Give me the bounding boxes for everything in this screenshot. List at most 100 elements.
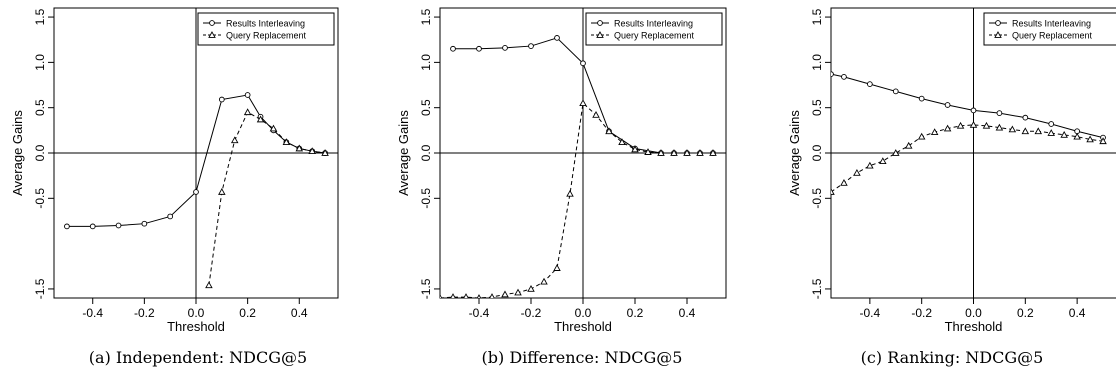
- chart2-series-2-point: [683, 149, 691, 156]
- chart3-xtick-label: -0.2: [911, 306, 932, 320]
- chart2-series-2-point: [476, 294, 482, 298]
- chart2-series-2-point: [631, 145, 639, 153]
- chart3-xtick-label: 0.2: [1017, 306, 1034, 320]
- chart1-series-2-point: [321, 149, 329, 156]
- chart1-series-2-point: [269, 124, 278, 132]
- chart3-series-2-point: [853, 169, 861, 176]
- chart3-ylabel: Average Gains: [787, 110, 802, 196]
- chart2-ytick-label: 0.5: [419, 99, 433, 116]
- chart3-series-1-point: [1048, 121, 1055, 127]
- chart1-legend-marker-1: [209, 20, 215, 26]
- chart1-ytick-label: -1.5: [33, 278, 47, 299]
- chart3-ytick-label: 1.5: [810, 8, 824, 25]
- chart3-legend-marker-2: [994, 31, 1002, 38]
- chart2-xtick-label: 0.4: [679, 306, 696, 320]
- chart1-ytick-label: 1.5: [33, 8, 47, 25]
- chart1-series-2-point: [295, 144, 304, 152]
- chart3-series-2-point: [982, 121, 991, 129]
- chart2-series-2-point: [709, 149, 717, 156]
- chart3-series-2-point: [1099, 137, 1107, 145]
- chart2-xtick-label: -0.2: [521, 306, 542, 320]
- chart3-xtick-label: 0.4: [1069, 306, 1086, 320]
- chart2-legend-box: [585, 12, 723, 46]
- chart3-series-1-point: [892, 88, 899, 95]
- chart2-series-1-point: [502, 45, 508, 51]
- chart2-series-2-point: [553, 264, 561, 271]
- chart3-ytick-label: 0.0: [810, 144, 824, 161]
- chart1-series-2-point: [282, 138, 291, 145]
- chart3-legend-label-1: Results Interleaving: [1012, 19, 1091, 29]
- chart2-series-2-point: [540, 277, 548, 285]
- chart1-xtick-label: -0.4: [82, 306, 103, 320]
- chart2-series-2-point: [489, 293, 495, 298]
- chart2-legend-label-2: Query Replacement: [614, 31, 695, 41]
- chart3-series-2-point: [943, 124, 952, 132]
- chart3-series-2-point: [879, 157, 887, 165]
- chart1-ytick-label: 0.5: [33, 99, 47, 116]
- chart3-xlabel: Threshold: [945, 319, 1003, 334]
- chart2-series-1-point: [554, 35, 560, 41]
- chart3-series-2-point: [840, 178, 848, 186]
- caption-b: (b) Difference: NDCG@5: [481, 348, 683, 367]
- chart2-series-2-point: [463, 293, 469, 298]
- chart3-series-2-point: [930, 128, 939, 136]
- chart1-series-2-point: [256, 115, 265, 123]
- chart3-ytick-label: -1.5: [810, 278, 824, 299]
- chart2-series-2-point: [657, 149, 665, 156]
- chart1-legend-label-1: Results Interleaving: [226, 19, 305, 29]
- caption-a: (a) Independent: NDCG@5: [88, 348, 308, 367]
- chart1-series-1-point: [64, 223, 70, 230]
- chart3-series-1-point: [918, 95, 925, 102]
- chart3-series-1-point: [1022, 114, 1029, 121]
- chart3-series-1-point: [970, 107, 977, 114]
- chart1-ytick-label: -0.5: [33, 188, 47, 209]
- chart1-series-2-point: [218, 188, 226, 195]
- chart3-series-2-point: [904, 141, 913, 149]
- chart3-series-2-point: [866, 161, 874, 169]
- chart3-series-1-point: [996, 110, 1003, 116]
- chart3-series-2-point: [1047, 129, 1055, 136]
- chart2-series-2-point: [501, 290, 509, 298]
- chart1-series-1-point: [167, 213, 174, 220]
- chart2-series-2-point: [514, 288, 522, 296]
- chart3-ytick-label: 0.5: [810, 99, 824, 116]
- chart1-legend-label-2: Query Replacement: [226, 31, 307, 41]
- chart3-series-1-line: [831, 73, 1104, 139]
- chart3-xtick-label: -0.4: [860, 306, 881, 320]
- chart1-xtick-label: 0.4: [291, 306, 308, 320]
- chart3-series-2-point: [956, 121, 965, 129]
- chart2-ylabel: Average Gains: [396, 110, 411, 196]
- chart1-series-2-point: [205, 281, 213, 289]
- chart2-ytick-label: 1.0: [419, 54, 433, 71]
- chart2-legend-marker-1: [597, 20, 603, 26]
- chart1-series-2-line: [208, 111, 326, 286]
- chart2-ytick-label: 1.5: [419, 8, 433, 25]
- chart3-series-2-point: [1086, 135, 1094, 143]
- chart3-series-2-point: [995, 123, 1004, 131]
- chart2-series-2-point: [527, 285, 535, 292]
- chart1-series-2-point: [308, 147, 316, 155]
- chart2-series-2-line: [440, 102, 713, 298]
- chart2-data: [440, 35, 717, 298]
- chart3-legend-box: [983, 12, 1116, 46]
- chart3-ytick-label: 1.0: [810, 54, 824, 71]
- chart1-series-2-point: [230, 136, 239, 144]
- chart3-data: [831, 71, 1107, 195]
- chart3-series-2-point: [1060, 130, 1068, 138]
- chart1-series-1-point: [193, 189, 199, 195]
- chart2-ytick-label: -0.5: [419, 188, 433, 209]
- chart2-ytick-label: -1.5: [419, 278, 433, 299]
- chart1-xlabel: Threshold: [167, 319, 225, 334]
- chart3-series-2-point: [1034, 127, 1043, 135]
- chart3-series-2-point: [892, 149, 900, 156]
- chart1-series-1-point: [89, 223, 96, 230]
- chart2-legend: Results Interleaving Query Replacement: [585, 12, 723, 46]
- caption-c: (c) Ranking: NDCG@5: [860, 348, 1044, 367]
- chart2-legend-label-1: Results Interleaving: [614, 19, 693, 29]
- chart3-series-2-point: [1021, 127, 1030, 135]
- chart3-series-2-point: [917, 132, 926, 140]
- chart2-series-2-point: [618, 138, 626, 145]
- chart1-legend: Results Interleaving Query Replacement: [197, 12, 335, 46]
- chart3-series-2-point: [1008, 125, 1017, 133]
